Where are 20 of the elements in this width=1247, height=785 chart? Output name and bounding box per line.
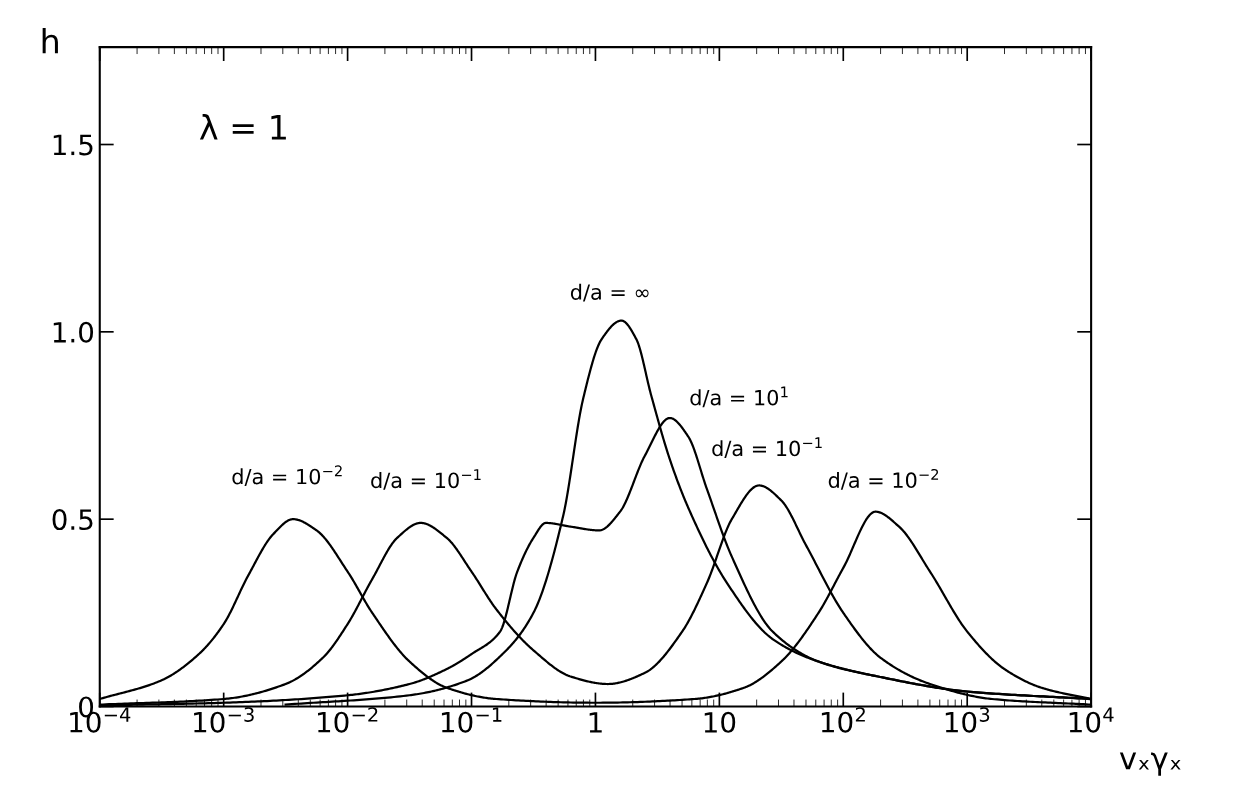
x-tick-label: 10$^{2}$ bbox=[821, 707, 865, 733]
x-tick-label: 10$^{−2}$ bbox=[318, 707, 378, 733]
annotation: d/a = ∞ bbox=[570, 283, 649, 302]
annotation: d/a = 10$^{1}$ bbox=[690, 386, 788, 408]
x-tick-label: 10 bbox=[704, 711, 736, 733]
annotation: d/a = 10$^{−1}$ bbox=[712, 437, 822, 458]
y-tick-label: 1.5 bbox=[53, 134, 93, 156]
annotation: d/a = 10$^{−1}$ bbox=[371, 469, 481, 490]
x-tick-label: 10$^{3}$ bbox=[945, 707, 990, 733]
annotation: d/a = 10$^{−2}$ bbox=[828, 468, 939, 490]
x-axis-title: vₓγₓ bbox=[1119, 752, 1181, 776]
y-tick-label: 0.5 bbox=[52, 509, 93, 531]
annotation: λ = 1 bbox=[199, 114, 286, 140]
y-tick-label: 1.0 bbox=[53, 321, 94, 343]
x-tick-label: 10$^{−3}$ bbox=[194, 707, 254, 733]
y-axis-title: h bbox=[42, 28, 58, 54]
annotation: d/a = 10$^{−2}$ bbox=[232, 465, 342, 487]
x-tick-label: 1 bbox=[589, 712, 602, 733]
x-tick-label: 10$^{−1}$ bbox=[441, 707, 502, 733]
x-tick-label: 10$^{4}$ bbox=[1069, 707, 1114, 733]
